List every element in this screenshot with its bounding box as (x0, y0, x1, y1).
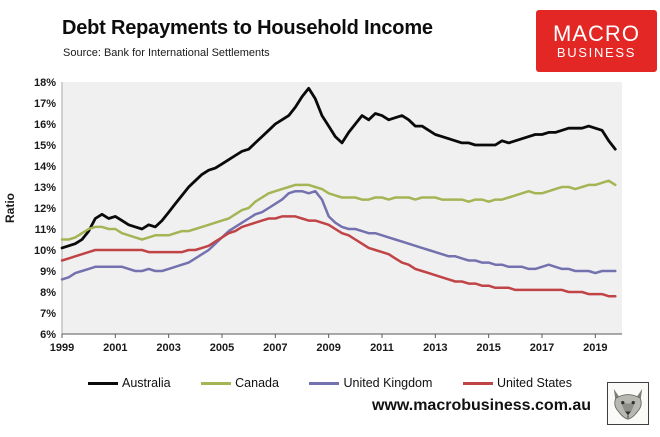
wolf-icon (613, 388, 643, 420)
chart-source: Source: Bank for International Settlemen… (63, 47, 270, 59)
x-tick-label: 2005 (210, 342, 234, 354)
legend-item-united-states: United States (462, 376, 572, 390)
series-line-canada (60, 179, 617, 241)
y-tick-label: 6% (40, 329, 56, 341)
legend-label: Canada (235, 376, 279, 390)
legend-label: United Kingdom (343, 376, 433, 390)
logo-line-2: BUSINESS (556, 45, 637, 61)
x-tick-label: 2013 (423, 342, 447, 354)
y-tick-label: 14% (34, 161, 56, 173)
x-tick-label: 2015 (476, 342, 500, 354)
x-tick-label: 2001 (103, 342, 127, 354)
y-tick-label: 10% (34, 245, 56, 257)
wolf-logo-box (607, 382, 649, 425)
y-axis-title: Ratio (3, 193, 17, 223)
logo-line-1: MACRO (553, 20, 640, 46)
y-tick-label: 8% (40, 287, 56, 299)
legend: Australia Canada United Kingdom United Stat… (88, 376, 572, 390)
x-tick-label: 2011 (370, 342, 394, 354)
chart-title: Debt Repayments to Household Income (62, 17, 433, 39)
legend-item-australia: Australia (88, 376, 171, 390)
y-tick-label: 12% (34, 203, 56, 215)
legend-swatch (462, 381, 493, 385)
x-tick-label: 2003 (156, 342, 180, 354)
legend-swatch (88, 381, 118, 385)
y-tick-label: 16% (34, 119, 56, 131)
legend-item-united-kingdom: United Kingdom (309, 376, 432, 390)
y-tick-label: 13% (34, 182, 56, 194)
y-tick-label: 17% (34, 98, 56, 110)
x-tick-label: 2017 (530, 342, 554, 354)
series-line-united-states (60, 215, 617, 298)
legend-swatch (201, 381, 232, 385)
chart-canvas: Ratio 6% 7% 8% 9% 10% 11% 12% 13% 14% 15% 16% 17% 18… (3, 77, 622, 354)
plot-area (62, 82, 622, 334)
series-line-australia (60, 86, 617, 250)
y-tick-label: 7% (40, 308, 56, 320)
series-line-united-kingdom (60, 189, 617, 281)
website-url: www.macrobusiness.com.au (372, 397, 592, 414)
macrobusiness-logo: MACRO BUSINESS (536, 10, 657, 72)
x-tick-label: 2019 (583, 342, 607, 354)
x-tick-label: 1999 (50, 342, 74, 354)
legend-label: United States (496, 376, 572, 390)
y-tick-label: 15% (34, 140, 56, 152)
x-tick-label: 2007 (263, 342, 287, 354)
y-tick-label: 9% (40, 266, 56, 278)
legend-swatch (309, 381, 340, 385)
chart: Ratio 6% 7% 8% 9% 10% 11% 12% 13% 14% 15% 16% 17% 18… (0, 66, 660, 372)
y-tick-label: 18% (34, 77, 56, 89)
y-tick-label: 11% (35, 224, 57, 236)
legend-item-canada: Canada (201, 376, 279, 390)
x-tick-label: 2009 (316, 342, 340, 354)
legend-label: Australia (122, 376, 171, 390)
